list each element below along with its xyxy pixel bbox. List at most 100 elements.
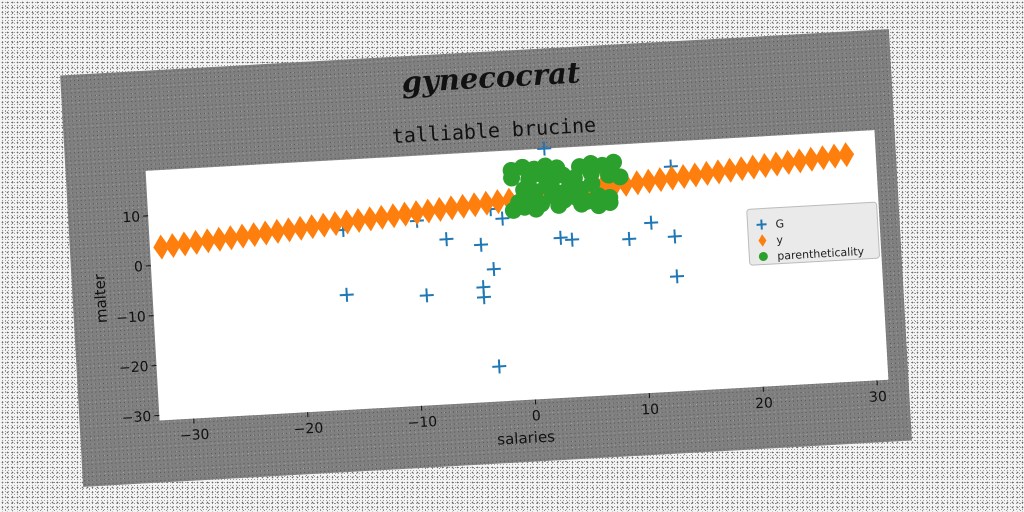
point-parentheticality bbox=[550, 196, 568, 214]
point-y bbox=[385, 203, 402, 229]
point-y bbox=[652, 167, 669, 193]
point-parentheticality bbox=[503, 169, 521, 187]
point-y bbox=[362, 206, 379, 232]
x-tick-label: 10 bbox=[641, 402, 660, 419]
point-G bbox=[622, 231, 637, 247]
point-G bbox=[495, 211, 510, 226]
point-y bbox=[826, 143, 843, 169]
chart-frame: gynecocrat talliable brucine −30 −20 −10 0 1… bbox=[60, 29, 912, 487]
point-parentheticality bbox=[601, 193, 619, 211]
point-y bbox=[710, 159, 727, 185]
point-y bbox=[675, 164, 692, 190]
point-y bbox=[733, 156, 750, 182]
point-y bbox=[489, 189, 506, 215]
point-y bbox=[373, 204, 390, 230]
point-y bbox=[304, 214, 321, 240]
point-y bbox=[246, 222, 263, 248]
point-G bbox=[419, 288, 434, 303]
point-y bbox=[408, 200, 425, 226]
point-y bbox=[780, 149, 797, 175]
point-y bbox=[443, 195, 460, 221]
legend-label-y: y bbox=[776, 233, 784, 246]
point-y bbox=[420, 198, 437, 224]
point-parentheticality bbox=[573, 195, 591, 213]
point-y bbox=[803, 146, 820, 172]
point-y bbox=[629, 170, 646, 196]
axis-ticks: −30 −20 −10 0 10 20 30 −30 −20 −10 0 10 bbox=[116, 209, 888, 445]
point-G bbox=[537, 141, 552, 156]
scatter-chart: gynecocrat talliable brucine −30 −20 −10 0 1… bbox=[90, 55, 889, 449]
legend-label-parentheticality: parentheticality bbox=[777, 245, 865, 263]
y-tick-label: −30 bbox=[121, 409, 151, 427]
point-G bbox=[565, 232, 580, 247]
point-G bbox=[492, 359, 507, 374]
point-y bbox=[234, 223, 251, 249]
point-y bbox=[815, 145, 831, 171]
point-G bbox=[476, 290, 492, 305]
point-y bbox=[222, 225, 239, 251]
point-parentheticality bbox=[605, 153, 623, 171]
point-y bbox=[153, 234, 170, 260]
y-tick-label: −20 bbox=[119, 359, 149, 377]
point-y bbox=[455, 193, 472, 219]
x-tick-label: −10 bbox=[407, 414, 437, 432]
y-tick-label: 10 bbox=[122, 209, 141, 226]
point-y bbox=[199, 228, 216, 254]
legend-marker-G bbox=[756, 219, 767, 230]
point-y bbox=[280, 217, 297, 243]
legend-marker-y bbox=[758, 234, 767, 247]
x-tick-label: −30 bbox=[179, 427, 209, 445]
point-y bbox=[466, 192, 483, 218]
point-y bbox=[791, 148, 808, 174]
point-y bbox=[745, 154, 762, 180]
series-parentheticality bbox=[502, 153, 629, 219]
point-y bbox=[315, 212, 332, 238]
point-y bbox=[838, 142, 855, 168]
point-G bbox=[486, 262, 501, 277]
point-G bbox=[339, 287, 354, 302]
point-G bbox=[669, 269, 685, 284]
point-y bbox=[292, 215, 309, 241]
point-y bbox=[339, 209, 356, 235]
point-G bbox=[644, 215, 659, 230]
point-y bbox=[664, 165, 681, 191]
y-tick-label: −10 bbox=[116, 309, 146, 327]
legend-label-G: G bbox=[775, 217, 784, 230]
series-y bbox=[153, 142, 855, 260]
plot-title: talliable brucine bbox=[391, 113, 597, 148]
figure-suptitle: gynecocrat bbox=[401, 55, 582, 99]
point-y bbox=[431, 196, 448, 222]
point-G bbox=[473, 237, 489, 252]
point-y bbox=[269, 218, 286, 244]
point-y bbox=[478, 190, 495, 216]
legend-box bbox=[746, 201, 880, 266]
legend-marker-parentheticality bbox=[758, 252, 768, 262]
point-y bbox=[164, 233, 181, 259]
point-parentheticality bbox=[611, 168, 629, 186]
point-y bbox=[687, 162, 704, 188]
point-y bbox=[257, 220, 274, 246]
y-axis-label: malter bbox=[90, 273, 111, 324]
point-y bbox=[327, 211, 344, 237]
point-y bbox=[722, 157, 739, 183]
point-parentheticality bbox=[527, 200, 545, 218]
point-G bbox=[439, 232, 454, 247]
point-y bbox=[350, 207, 367, 233]
data-marks bbox=[153, 141, 855, 374]
x-tick-label: 30 bbox=[869, 389, 888, 406]
point-y bbox=[397, 201, 414, 227]
y-tick-label: 0 bbox=[134, 259, 144, 275]
x-tick-label: 0 bbox=[531, 408, 541, 424]
point-y bbox=[698, 160, 715, 186]
point-G bbox=[553, 230, 568, 245]
x-tick-label: 20 bbox=[755, 395, 774, 412]
x-axis-label: salaries bbox=[497, 427, 556, 448]
point-y bbox=[756, 153, 773, 179]
point-G bbox=[667, 229, 682, 244]
point-y bbox=[188, 229, 205, 255]
plot-area bbox=[145, 130, 889, 421]
point-y bbox=[640, 168, 657, 194]
point-y bbox=[768, 151, 785, 177]
